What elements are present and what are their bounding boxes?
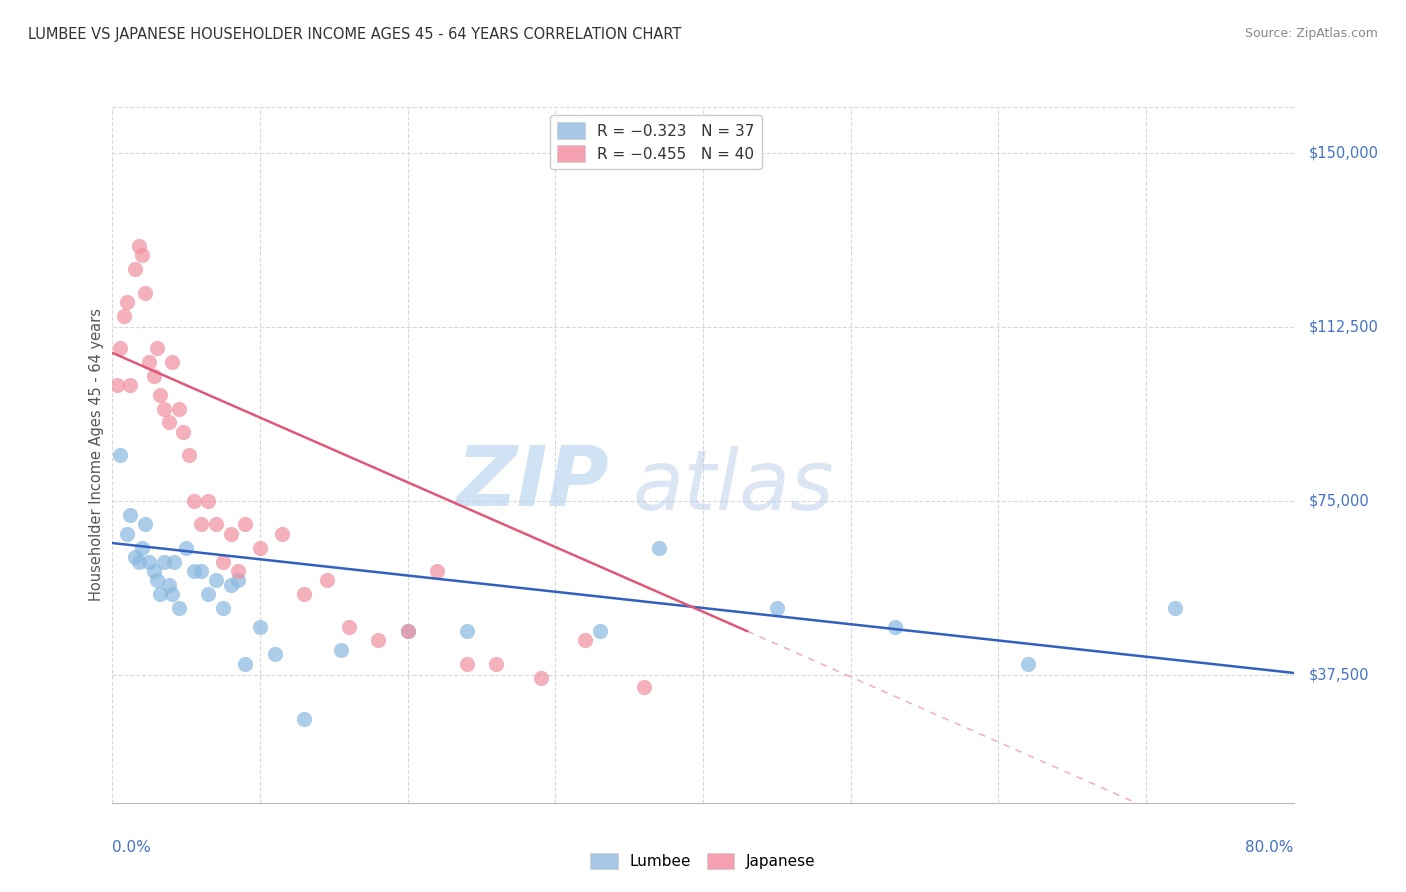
Point xyxy=(249,541,271,555)
Point xyxy=(160,587,183,601)
Text: 0.0%: 0.0% xyxy=(112,840,152,855)
Point xyxy=(337,619,360,633)
Point xyxy=(117,526,138,541)
Point xyxy=(108,341,131,355)
Point xyxy=(197,494,219,508)
Y-axis label: Householder Income Ages 45 - 64 years: Householder Income Ages 45 - 64 years xyxy=(89,309,104,601)
Point xyxy=(190,564,212,578)
Point xyxy=(183,494,205,508)
Point xyxy=(108,448,131,462)
Legend: Lumbee, Japanese: Lumbee, Japanese xyxy=(583,847,823,875)
Point xyxy=(149,587,172,601)
Point xyxy=(120,508,142,523)
Point xyxy=(153,555,176,569)
Point xyxy=(163,555,186,569)
Point xyxy=(205,517,228,532)
Point xyxy=(884,619,907,633)
Point xyxy=(292,587,315,601)
Point xyxy=(142,369,165,384)
Point xyxy=(212,555,235,569)
Point xyxy=(146,573,169,587)
Point xyxy=(633,680,655,694)
Point xyxy=(212,601,235,615)
Point xyxy=(426,564,449,578)
Point xyxy=(134,517,156,532)
Point xyxy=(264,648,287,662)
Text: 80.0%: 80.0% xyxy=(1246,840,1294,855)
Point xyxy=(1164,601,1187,615)
Point xyxy=(124,549,146,564)
Point xyxy=(157,578,180,592)
Point xyxy=(529,671,551,685)
Text: atlas: atlas xyxy=(633,446,834,527)
Point xyxy=(485,657,508,671)
Point xyxy=(174,541,197,555)
Point xyxy=(396,624,419,639)
Point xyxy=(249,619,271,633)
Text: LUMBEE VS JAPANESE HOUSEHOLDER INCOME AGES 45 - 64 YEARS CORRELATION CHART: LUMBEE VS JAPANESE HOUSEHOLDER INCOME AG… xyxy=(28,27,682,42)
Text: Source: ZipAtlas.com: Source: ZipAtlas.com xyxy=(1244,27,1378,40)
Point xyxy=(219,578,242,592)
Point xyxy=(292,712,315,726)
Point xyxy=(1017,657,1039,671)
Point xyxy=(197,587,219,601)
Point xyxy=(574,633,596,648)
Point xyxy=(124,262,146,277)
Point xyxy=(112,309,135,323)
Point xyxy=(233,657,256,671)
Point xyxy=(233,517,256,532)
Text: $112,500: $112,500 xyxy=(1309,320,1378,334)
Point xyxy=(766,601,789,615)
Point xyxy=(128,239,150,253)
Point xyxy=(157,416,180,430)
Point xyxy=(117,294,138,309)
Point xyxy=(219,526,242,541)
Point xyxy=(226,573,249,587)
Point xyxy=(131,541,153,555)
Point xyxy=(138,555,160,569)
Point xyxy=(183,564,205,578)
Point xyxy=(315,573,337,587)
Point xyxy=(146,341,169,355)
Text: $150,000: $150,000 xyxy=(1309,146,1378,161)
Point xyxy=(120,378,142,392)
Point xyxy=(179,448,201,462)
Point xyxy=(153,401,176,416)
Point xyxy=(456,624,478,639)
Point xyxy=(205,573,228,587)
Point xyxy=(172,425,194,439)
Point xyxy=(330,642,353,657)
Point xyxy=(456,657,478,671)
Point xyxy=(128,555,150,569)
Point xyxy=(134,285,156,300)
Point xyxy=(190,517,212,532)
Point xyxy=(105,378,128,392)
Point xyxy=(149,387,172,401)
Point xyxy=(138,355,160,369)
Point xyxy=(131,248,153,262)
Text: ZIP: ZIP xyxy=(456,442,609,524)
Text: $75,000: $75,000 xyxy=(1309,494,1369,508)
Legend: R = −0.323   N = 37, R = −0.455   N = 40: R = −0.323 N = 37, R = −0.455 N = 40 xyxy=(550,115,762,169)
Text: $37,500: $37,500 xyxy=(1309,668,1369,682)
Point xyxy=(167,601,190,615)
Point xyxy=(142,564,165,578)
Point xyxy=(396,624,419,639)
Point xyxy=(271,526,294,541)
Point xyxy=(367,633,389,648)
Point xyxy=(167,401,190,416)
Point xyxy=(226,564,249,578)
Point xyxy=(588,624,610,639)
Point xyxy=(647,541,671,555)
Point xyxy=(160,355,183,369)
